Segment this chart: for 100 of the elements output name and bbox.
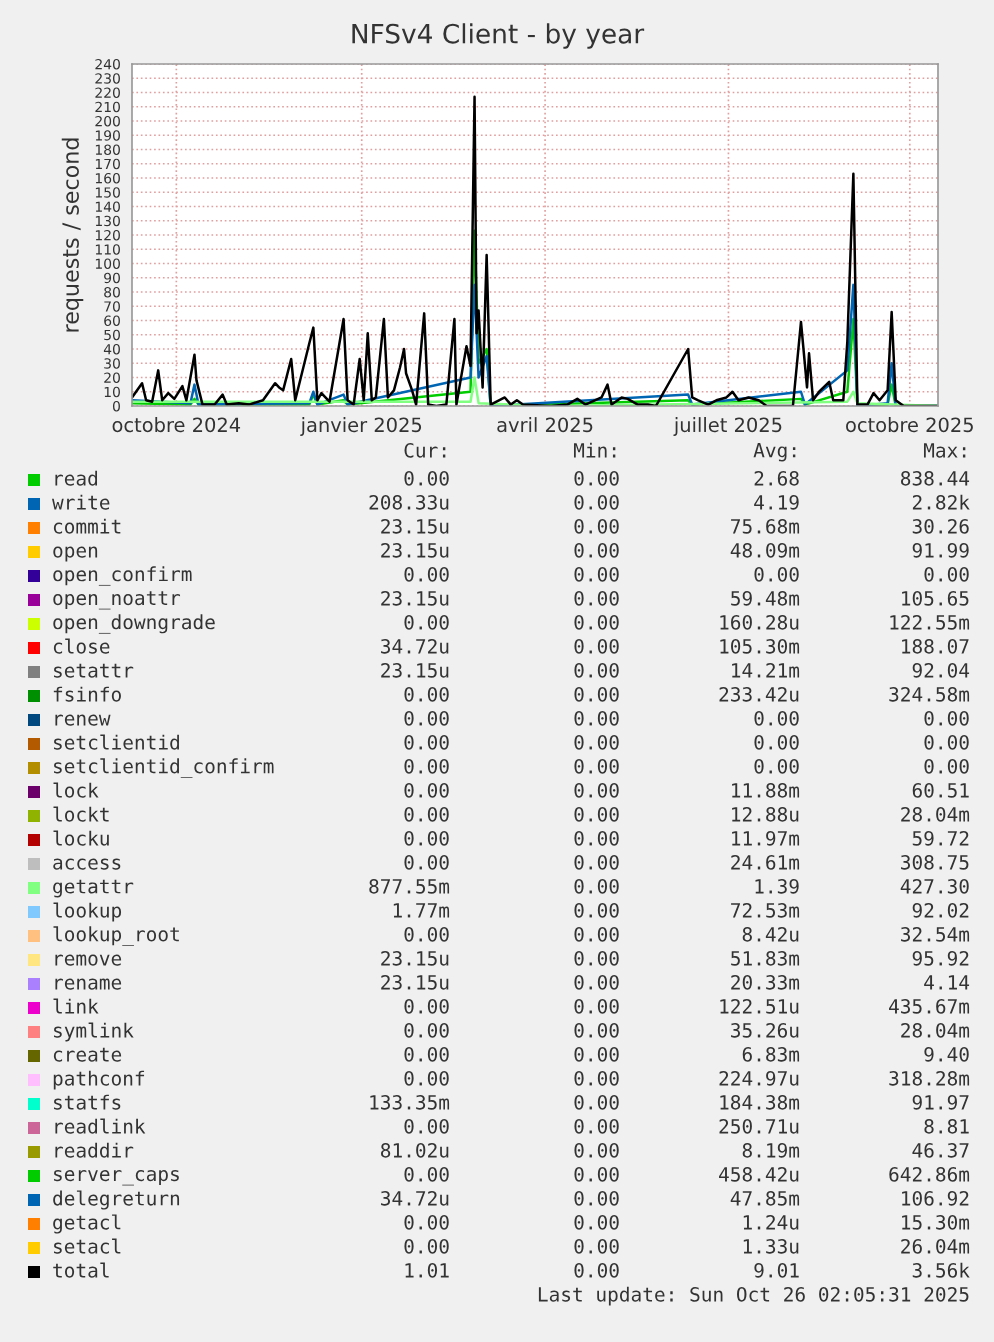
legend-label: remove	[55, 954, 122, 966]
text: 75.68m	[731, 518, 800, 534]
text: 0.00	[404, 758, 449, 774]
text: 0.00	[574, 1142, 619, 1158]
text: 0.00	[574, 902, 619, 918]
text: 105.65	[902, 590, 969, 606]
text: 0.00	[574, 974, 619, 990]
text: 0.00	[574, 878, 619, 894]
text: 95.92	[912, 950, 969, 966]
text: 0.00	[574, 830, 619, 846]
text: 11.97m	[732, 830, 800, 846]
legend-label: link	[53, 998, 99, 1014]
legend-label: access	[53, 858, 121, 870]
legend-label: pathconf	[53, 1070, 145, 1090]
legend-label: read	[55, 470, 98, 486]
text: 8.19m	[742, 1142, 800, 1158]
text: 23.15u	[381, 662, 449, 678]
text: 160.28u	[720, 614, 799, 630]
text: 0.00	[404, 614, 449, 630]
text: Min:	[573, 442, 616, 458]
text: 0.00	[574, 998, 619, 1014]
text: 0.00	[404, 1022, 449, 1038]
text: 0.00	[574, 1118, 619, 1134]
text: 9.40	[924, 1046, 969, 1062]
x-tick-label: juillet 2025	[673, 417, 782, 436]
text: 0.00	[404, 830, 449, 846]
text: 0.00	[574, 710, 619, 726]
text: 0.00	[404, 854, 449, 870]
text: 184.38m	[720, 1094, 800, 1110]
text: 105.30m	[720, 638, 800, 654]
text: 0.00	[404, 1238, 449, 1254]
text: 2.68	[754, 470, 799, 486]
text: 1.39	[755, 878, 799, 894]
text: 23.15u	[381, 542, 449, 558]
text: 0.00	[574, 518, 619, 534]
text: Last update: Sun Oct 26 02:05:31 2025	[538, 1286, 969, 1306]
text: Avg:	[753, 443, 796, 462]
text: 0.00	[404, 710, 449, 726]
text: 14.21m	[732, 662, 800, 678]
legend-label: readdir	[55, 1142, 134, 1158]
text: 0.00	[574, 470, 619, 486]
text: 4.14	[924, 975, 970, 990]
text: 91.97	[912, 1094, 969, 1110]
text: 0.00	[574, 590, 619, 606]
x-tick-label: octobre 2025	[846, 417, 973, 433]
text: 20.33m	[731, 974, 800, 990]
text: 0.00	[924, 758, 969, 774]
text: 0.00	[404, 686, 449, 702]
text: 24.61m	[731, 854, 800, 870]
legend-label: setclientid	[54, 734, 179, 750]
text: 122.55m	[890, 614, 970, 630]
text: 0.00	[574, 662, 619, 678]
text: 0.00	[574, 494, 619, 510]
text: 233.42u	[719, 686, 799, 702]
text: 60.51	[912, 782, 969, 798]
legend-label: getattr	[53, 879, 134, 898]
text: 35.26u	[731, 1022, 799, 1038]
text: 0.00	[574, 926, 619, 942]
text: 92.02	[912, 902, 969, 918]
text: 0.00	[574, 1262, 619, 1278]
legend-label: setattr	[54, 663, 134, 678]
text: 23.15u	[381, 950, 449, 966]
text: 59.48m	[731, 590, 800, 606]
legend-label: lookup_root	[53, 926, 179, 946]
legend-label: setclientid_confirm	[54, 758, 274, 778]
text: 3.56k	[912, 1262, 970, 1278]
text: 23.15u	[381, 518, 449, 534]
text: 28.04m	[901, 1022, 970, 1038]
text: 30.26	[912, 518, 969, 534]
legend-label: statfs	[54, 1094, 121, 1110]
text: 0.00	[574, 758, 619, 774]
text: 0.00	[924, 566, 969, 582]
text: 23.15u	[381, 590, 449, 606]
text: 59.72	[912, 830, 969, 846]
text: 34.72u	[381, 638, 449, 654]
text: 0.00	[574, 542, 619, 558]
legend-label: lookup	[53, 902, 122, 922]
text: 208.33u	[369, 494, 449, 510]
legend-label: server_caps	[54, 1169, 179, 1186]
text: 4.19	[754, 494, 799, 510]
text: 0.00	[404, 1046, 449, 1062]
y-axis-title: requests / second	[61, 138, 84, 332]
text: 0.00	[574, 854, 619, 870]
text: 0.00	[754, 758, 799, 774]
text: 877.55m	[369, 878, 450, 894]
legend-label: total	[53, 1262, 109, 1278]
text: Max:	[923, 443, 966, 458]
text: 46.37	[912, 1142, 969, 1158]
text: 91.99	[912, 542, 969, 558]
text: 0.00	[574, 806, 619, 822]
text: 0.00	[574, 566, 619, 582]
text: 8.81	[924, 1118, 969, 1134]
legend-label: close	[53, 638, 110, 654]
text: 15.30m	[902, 1214, 970, 1230]
text: 0.00	[574, 950, 619, 966]
text: 26.04m	[901, 1238, 970, 1254]
text: 0.00	[574, 734, 619, 750]
text: 308.75	[901, 854, 969, 870]
text: 12.88u	[732, 806, 799, 822]
text: 0.00	[404, 470, 449, 486]
